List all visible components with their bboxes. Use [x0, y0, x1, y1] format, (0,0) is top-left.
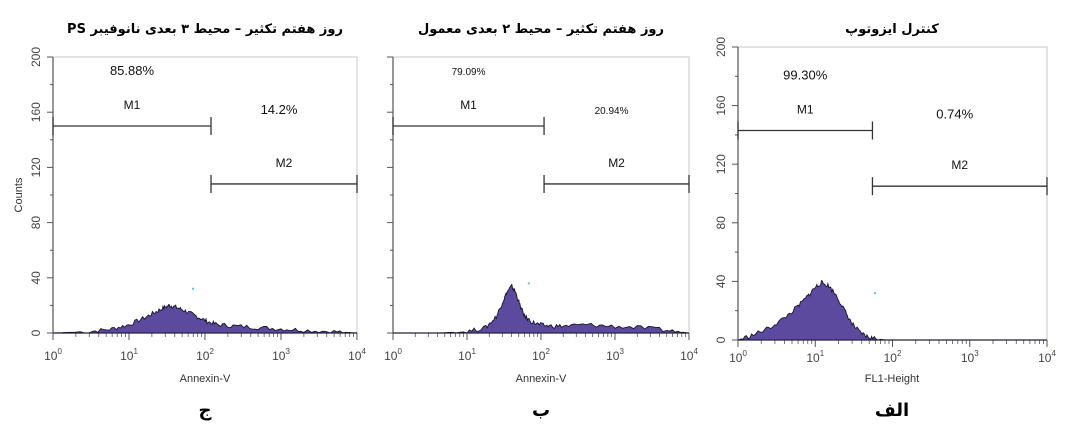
x-tick-base: 10 [606, 349, 620, 363]
y-tick-label: 120 [29, 157, 43, 177]
x-tick-exponent: 2 [209, 347, 214, 356]
histogram-area [393, 283, 690, 334]
x-tick-base: 10 [729, 351, 743, 365]
x-tick-label: 100 [384, 347, 402, 363]
y-tick-label: 120 [714, 154, 728, 174]
x-tick-exponent: 1 [133, 347, 138, 356]
x-tick-base: 10 [1038, 351, 1052, 365]
x-tick-label: 100 [44, 347, 62, 363]
y-tick-label: 0 [29, 329, 43, 336]
y-tick-label: 40 [29, 271, 43, 285]
x-tick-label: 104 [680, 347, 698, 363]
marker-speck [873, 291, 877, 295]
gate-m1-percent: 85.88% [110, 63, 155, 78]
gate-label: M1 [460, 98, 477, 112]
histogram-area [52, 304, 358, 334]
plot-frame [737, 46, 1048, 341]
gate-m1: M1 [737, 103, 874, 140]
x-tick-label: 103 [272, 347, 290, 363]
x-tick-base: 10 [884, 351, 898, 365]
y-tick-label: 200 [714, 37, 728, 57]
marker-speck [527, 282, 531, 285]
x-tick-base: 10 [348, 349, 362, 363]
x-tick-label: 100 [729, 349, 747, 365]
panel-label: الف [875, 400, 909, 421]
gate-m2: M2 [210, 156, 358, 193]
plot-frame [52, 56, 358, 334]
x-tick-label: 101 [806, 349, 824, 365]
gate-m2-percent: 14.2% [261, 102, 298, 117]
gate-m2: M2 [871, 158, 1048, 196]
gate-m1-percent: 99.30% [783, 68, 828, 83]
x-tick-exponent: 0 [397, 347, 402, 356]
x-tick-label: 102 [196, 347, 214, 363]
gate-label: M2 [276, 156, 293, 170]
x-tick-exponent: 3 [285, 347, 290, 356]
x-tick-base: 10 [384, 349, 398, 363]
x-tick-base: 10 [44, 349, 58, 363]
panel-title: کنترل ایزوتوپ [845, 22, 939, 37]
plot-frame [392, 56, 690, 334]
panel-label: ج [199, 400, 212, 421]
x-tick-exponent: 0 [742, 349, 747, 358]
x-tick-exponent: 4 [1051, 349, 1056, 358]
x-tick-exponent: 4 [361, 347, 366, 356]
x-tick-exponent: 2 [897, 349, 902, 358]
x-tick-label: 102 [884, 349, 902, 365]
x-tick-label: 101 [458, 347, 476, 363]
x-tick-base: 10 [961, 351, 975, 365]
y-tick-label: 40 [714, 274, 728, 288]
y-tick-label: 0 [714, 336, 728, 343]
gate-m2-percent: 0.74% [936, 107, 973, 122]
x-tick-exponent: 0 [57, 347, 62, 356]
panel-label: ب [532, 400, 550, 421]
x-tick-exponent: 2 [545, 347, 550, 356]
y-tick-label: 160 [714, 95, 728, 115]
x-tick-exponent: 4 [693, 347, 698, 356]
x-tick-base: 10 [196, 349, 210, 363]
marker-speck [191, 287, 195, 291]
gate-m1: M1 [52, 98, 212, 135]
x-tick-base: 10 [532, 349, 546, 363]
panel-title: روز هفتم تکثیر – محیط ۲ بعدی معمول [418, 22, 664, 37]
y-tick-label: 80 [714, 216, 728, 230]
x-tick-base: 10 [120, 349, 134, 363]
histogram-panel-0: روز هفتم تکثیر – محیط ۳ بعدی نانوفیبر PS… [13, 22, 366, 421]
y-axis-label: Counts [13, 177, 25, 212]
x-tick-exponent: 1 [471, 347, 476, 356]
x-tick-base: 10 [680, 349, 694, 363]
y-tick-label: 200 [29, 47, 43, 67]
x-tick-exponent: 3 [974, 349, 979, 358]
x-tick-base: 10 [272, 349, 286, 363]
gate-m1-percent: 79.09% [452, 67, 486, 78]
x-tick-exponent: 3 [619, 347, 624, 356]
gate-label: M2 [608, 156, 625, 170]
x-axis-label: FL1-Height [865, 373, 919, 385]
x-tick-label: 104 [1038, 349, 1056, 365]
x-tick-exponent: 1 [820, 349, 825, 358]
x-tick-label: 102 [532, 347, 550, 363]
gate-label: M2 [951, 158, 968, 172]
x-tick-label: 103 [606, 347, 624, 363]
x-tick-label: 104 [348, 347, 366, 363]
x-tick-base: 10 [806, 351, 820, 365]
y-tick-label: 160 [29, 102, 43, 122]
gate-label: M1 [797, 103, 814, 117]
gate-m2-percent: 20.94% [595, 106, 629, 117]
gate-m1: M1 [392, 98, 545, 135]
histogram-area [737, 280, 1047, 341]
x-axis-label: Annexin-V [180, 373, 231, 385]
gate-label: M1 [124, 98, 141, 112]
y-tick-label: 80 [29, 216, 43, 230]
x-tick-label: 101 [120, 347, 138, 363]
x-tick-base: 10 [458, 349, 472, 363]
panel-title: روز هفتم تکثیر – محیط ۳ بعدی نانوفیبر PS [67, 22, 343, 37]
x-tick-label: 103 [961, 349, 979, 365]
x-axis-label: Annexin-V [516, 373, 567, 385]
gate-m2: M2 [543, 156, 690, 193]
